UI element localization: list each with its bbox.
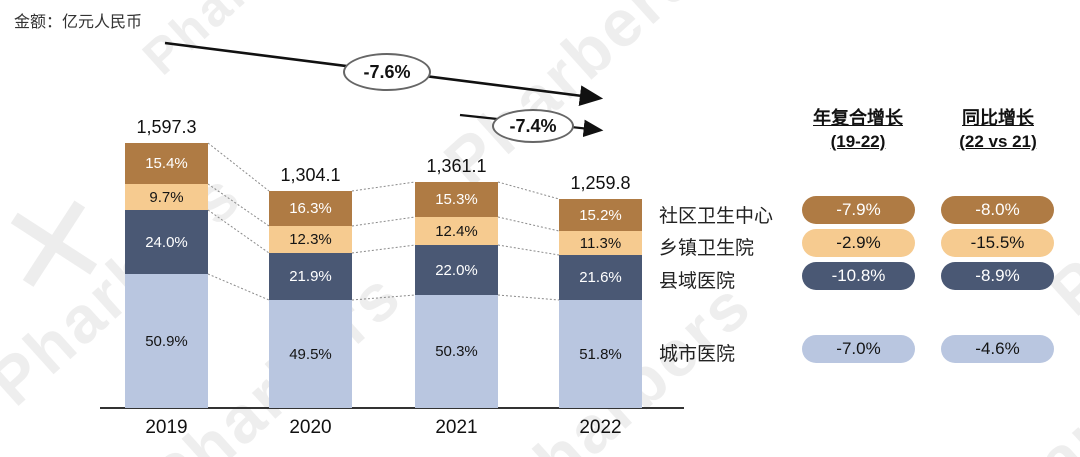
yoy-column-header: 同比增长 (22 vs 21) xyxy=(913,106,1080,154)
stacked-bar-2020: 16.3% 12.3% 21.9% 49.5% xyxy=(269,191,352,408)
segment-city-hospital: 50.3% xyxy=(415,295,498,408)
segment-percent-label: 21.9% xyxy=(289,268,332,285)
segment-county-hospital: 21.9% xyxy=(269,253,352,300)
unit-note: 金额：亿元人民币 xyxy=(14,14,143,31)
segment-percent-label: 21.6% xyxy=(579,269,622,286)
segment-percent-label: 9.7% xyxy=(149,188,184,206)
legend-label-community-health-center: 社区卫生中心 xyxy=(659,206,774,227)
yoy-column-subtitle: (22 vs 21) xyxy=(959,132,1037,151)
segment-township-health-center: 12.4% xyxy=(415,217,498,245)
cagr-pill-city-hospital: -7.0% xyxy=(802,335,915,363)
bar-total-2021: 1,361.1 xyxy=(426,156,487,176)
cagr-column-title: 年复合增长 xyxy=(813,108,903,128)
yoy-pill-community-health-center: -8.0% xyxy=(941,196,1054,224)
segment-connector-lines xyxy=(207,142,560,301)
segment-community-health-center: 15.4% xyxy=(125,143,208,184)
legend-label-city-hospital: 城市医院 xyxy=(659,344,736,365)
legend-label-township-health-center: 乡镇卫生院 xyxy=(659,238,755,259)
segment-percent-label: 12.4% xyxy=(435,222,478,240)
x-tick-2021: 2021 xyxy=(435,417,478,438)
segment-percent-label: 16.3% xyxy=(289,200,332,217)
yoy-pill-city-hospital: -4.6% xyxy=(941,335,1054,363)
x-tick-2020: 2020 xyxy=(289,417,332,438)
stacked-bar-2019: 15.4% 9.7% 24.0% 50.9% xyxy=(125,143,208,408)
yoy-pill-county-hospital: -8.9% xyxy=(941,262,1054,290)
segment-township-health-center: 12.3% xyxy=(269,226,352,253)
segment-percent-label: 50.9% xyxy=(145,332,188,350)
segment-township-health-center: 9.7% xyxy=(125,184,208,210)
stacked-bar-2021: 15.3% 12.4% 22.0% 50.3% xyxy=(415,182,498,408)
cagr-pill-community-health-center: -7.9% xyxy=(802,196,915,224)
cagr-pill-township-health-center: -2.9% xyxy=(802,229,915,257)
bar-total-2019: 1,597.3 xyxy=(136,117,197,137)
segment-percent-label: 51.8% xyxy=(579,345,622,363)
cagr-column-header: 年复合增长 (19-22) xyxy=(773,106,943,154)
segment-city-hospital: 49.5% xyxy=(269,300,352,408)
segment-community-health-center: 15.2% xyxy=(559,199,642,231)
legend-label-county-hospital: 县域医院 xyxy=(659,271,736,292)
bar-total-2022: 1,259.8 xyxy=(570,173,631,193)
cagr-pill-county-hospital: -10.8% xyxy=(802,262,915,290)
segment-community-health-center: 16.3% xyxy=(269,191,352,226)
segment-percent-label: 22.0% xyxy=(435,261,478,279)
segment-percent-label: 24.0% xyxy=(145,233,188,251)
x-tick-2019: 2019 xyxy=(145,417,188,438)
yoy-decline-badge: -7.4% xyxy=(492,109,574,143)
yoy-column-title: 同比增长 xyxy=(962,108,1034,128)
segment-community-health-center: 15.3% xyxy=(415,182,498,217)
yoy-pill-township-health-center: -15.5% xyxy=(941,229,1054,257)
segment-percent-label: 50.3% xyxy=(435,343,478,360)
segment-county-hospital: 21.6% xyxy=(559,255,642,300)
cagr-column-subtitle: (19-22) xyxy=(830,132,886,151)
segment-percent-label: 15.2% xyxy=(579,206,622,224)
segment-city-hospital: 51.8% xyxy=(559,300,642,408)
segment-county-hospital: 22.0% xyxy=(415,245,498,295)
segment-county-hospital: 24.0% xyxy=(125,210,208,274)
segment-percent-label: 11.3% xyxy=(579,234,622,252)
segment-percent-label: 12.3% xyxy=(289,231,332,248)
cagr-decline-badge: -7.6% xyxy=(343,53,431,91)
segment-township-health-center: 11.3% xyxy=(559,231,642,255)
segment-city-hospital: 50.9% xyxy=(125,274,208,408)
segment-percent-label: 49.5% xyxy=(289,345,332,363)
bar-total-2020: 1,304.1 xyxy=(280,165,341,185)
segment-percent-label: 15.3% xyxy=(435,191,478,208)
stacked-bar-2022: 15.2% 11.3% 21.6% 51.8% xyxy=(559,199,642,408)
x-tick-2022: 2022 xyxy=(579,417,622,438)
segment-percent-label: 15.4% xyxy=(145,155,188,172)
